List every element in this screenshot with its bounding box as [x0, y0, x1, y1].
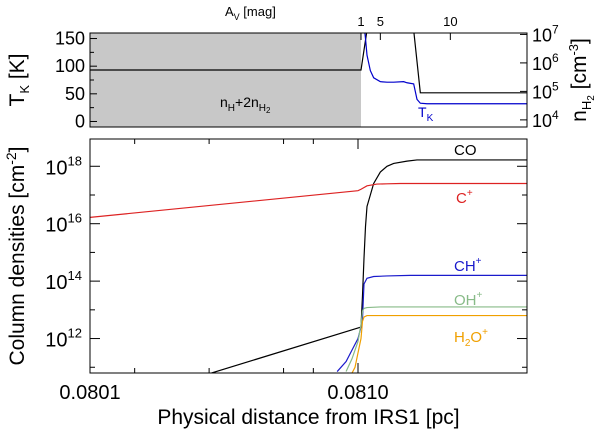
top-left-tick-label-2: 100: [55, 56, 85, 76]
series-line-oh-plus: [345, 306, 527, 372]
x-tick-label-0: 0.0801: [59, 382, 120, 404]
series-line-h2o-plus: [351, 314, 527, 373]
series-label-co: CO: [454, 142, 477, 159]
series-line-c-plus: [90, 182, 527, 218]
density-region-label: nH+2nH2: [220, 94, 271, 115]
top-left-tick-label-0: 0: [75, 111, 85, 131]
av-tick-label-0: 1: [357, 14, 364, 29]
bottom-frame: [89, 138, 528, 374]
series-label-ch-plus: CH+: [454, 256, 482, 275]
bottom-y-tick-label-3: 1018: [45, 153, 82, 179]
y-axis-title: Column densities [cm-2]: [3, 146, 29, 365]
av-axis-title: AV [mag]: [225, 4, 276, 22]
top-panel: 0 50 100 150 104 105 106 107 TK [K] nH2 [cm-3] 1 5 1…: [6, 4, 597, 131]
bottom-series-group: [90, 159, 527, 373]
series-line-ch-plus: [336, 274, 527, 372]
bottom-y-tick-label-2: 1016: [45, 211, 82, 237]
tk-series-label: TK: [418, 104, 434, 124]
av-tick-label-2: 10: [443, 14, 457, 29]
x-tick-label-1: 0.0810: [327, 382, 388, 404]
top-right-tick-label-1: 105: [532, 79, 559, 102]
top-right-tick-label-0: 104: [532, 108, 559, 131]
top-left-axis-title: TK [K]: [6, 53, 32, 106]
top-series-line-1: [364, 33, 527, 105]
series-label-c-plus: C+: [456, 188, 473, 207]
av-tick-label-1: 5: [377, 14, 384, 29]
top-right-tick-label-3: 107: [532, 22, 559, 45]
top-series-line-0: [90, 33, 527, 94]
x-axis-title: Physical distance from IRS1 [pc]: [157, 406, 459, 429]
series-line-co: [209, 159, 527, 373]
bottom-y-tick-label-0: 1012: [45, 326, 82, 352]
series-label-oh-plus: OH+: [454, 290, 483, 309]
top-right-tick-label-2: 106: [532, 51, 559, 74]
top-left-tick-label-1: 50: [65, 84, 85, 104]
top-series-group: [90, 33, 527, 105]
top-left-tick-label-3: 150: [55, 29, 85, 49]
shaded-region: [90, 33, 361, 127]
bottom-y-tick-label-1: 1014: [45, 268, 82, 294]
top-right-axis-title: nH2 [cm-3]: [566, 38, 597, 122]
series-label-h2o-plus: H2O+: [454, 327, 488, 349]
